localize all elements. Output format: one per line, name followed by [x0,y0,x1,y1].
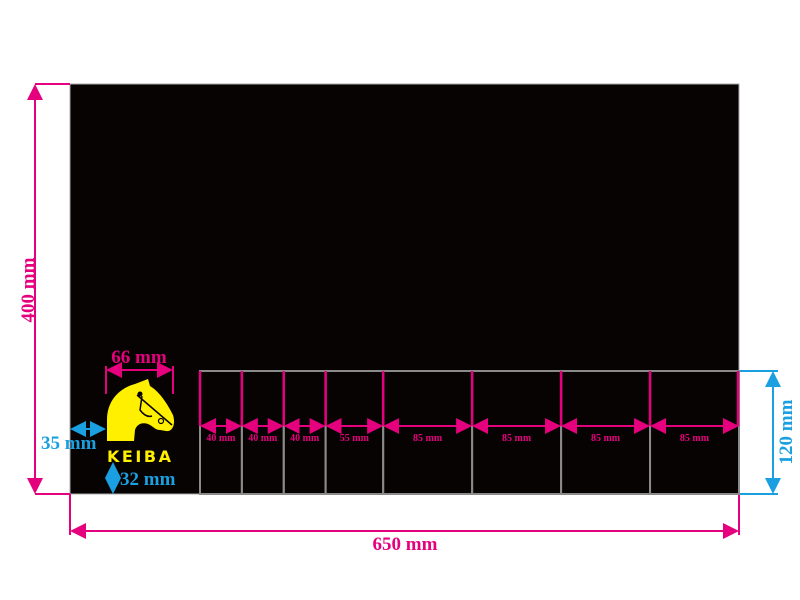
compartment-width-label: 85 mm [413,433,443,444]
compartment-width-label: 85 mm [680,433,710,444]
compartment-height-label: 120 mm [776,399,797,464]
panel [69,83,740,495]
compartment-width-label: 85 mm [502,433,532,444]
compartments: 40 mm 40 mm 40 mm 55 mm 85 mm 85 mm 85 mm 85 mm [198,370,740,495]
logo-bottom-label: 32 mm [120,469,176,490]
logo-text: KEIBA [107,447,172,466]
compartment-width-label: 40 mm [248,433,278,444]
compartment-width-label: 40 mm [290,433,320,444]
logo-left-label: 35 mm [41,433,97,454]
compartment-width-label: 85 mm [591,433,621,444]
logo: KEIBA [107,379,175,466]
height-dimension [27,83,740,535]
logo-width-label: 66 mm [111,347,167,368]
compartment-width-label: 55 mm [340,433,370,444]
height-label: 400 mm [18,257,39,322]
logo-width-dimension [105,362,174,394]
compartment-height-dimension [739,370,781,495]
compartment-width-label: 40 mm [206,433,236,444]
width-label: 650 mm [373,534,438,555]
